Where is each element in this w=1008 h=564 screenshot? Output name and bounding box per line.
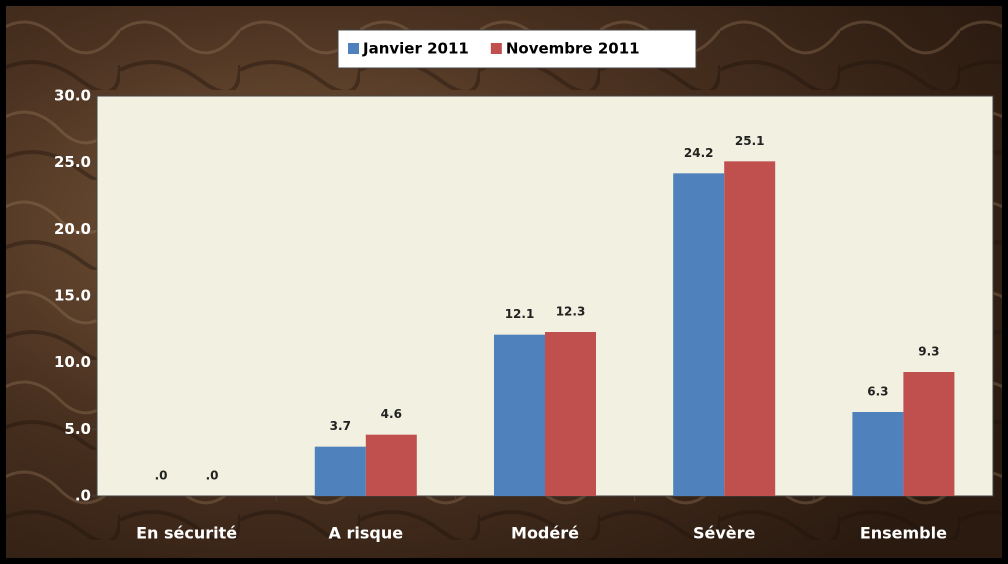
y-tick-label: 5.0 bbox=[64, 420, 91, 438]
bar bbox=[494, 334, 545, 496]
x-tick-label: Sévère bbox=[693, 524, 756, 543]
x-tick-label: Modéré bbox=[511, 524, 579, 543]
legend-swatch bbox=[490, 43, 502, 54]
y-tick-label: 30.0 bbox=[54, 87, 91, 105]
legend bbox=[337, 29, 697, 69]
bar bbox=[724, 161, 776, 497]
value-label: 12.3 bbox=[556, 305, 586, 319]
x-tick-label: A risque bbox=[329, 524, 404, 543]
y-tick-label: 25.0 bbox=[54, 153, 91, 171]
y-tick-label: .0 bbox=[75, 487, 91, 505]
legend-label: Novembre 2011 bbox=[506, 40, 640, 58]
value-label: 3.7 bbox=[330, 419, 351, 433]
value-label: 12.1 bbox=[505, 307, 535, 321]
x-tick-label: Ensemble bbox=[860, 524, 947, 543]
value-label: 25.1 bbox=[735, 134, 765, 148]
bar bbox=[365, 434, 417, 496]
value-label: .0 bbox=[155, 469, 168, 483]
bar bbox=[673, 173, 725, 497]
bar bbox=[852, 412, 904, 496]
value-label: .0 bbox=[206, 469, 219, 483]
bar bbox=[903, 372, 955, 496]
value-label: 4.6 bbox=[381, 407, 402, 421]
y-tick-label: 10.0 bbox=[54, 353, 91, 371]
y-tick-label: 15.0 bbox=[54, 287, 91, 305]
bar bbox=[314, 446, 366, 496]
legend-swatch bbox=[348, 43, 359, 54]
value-label: 24.2 bbox=[684, 146, 714, 160]
value-label: 6.3 bbox=[867, 385, 888, 399]
y-tick-label: 20.0 bbox=[54, 220, 91, 238]
value-label: 9.3 bbox=[918, 345, 939, 359]
legend-label: Janvier 2011 bbox=[362, 40, 469, 58]
bar bbox=[545, 332, 596, 496]
x-tick-label: En sécurité bbox=[136, 524, 237, 543]
